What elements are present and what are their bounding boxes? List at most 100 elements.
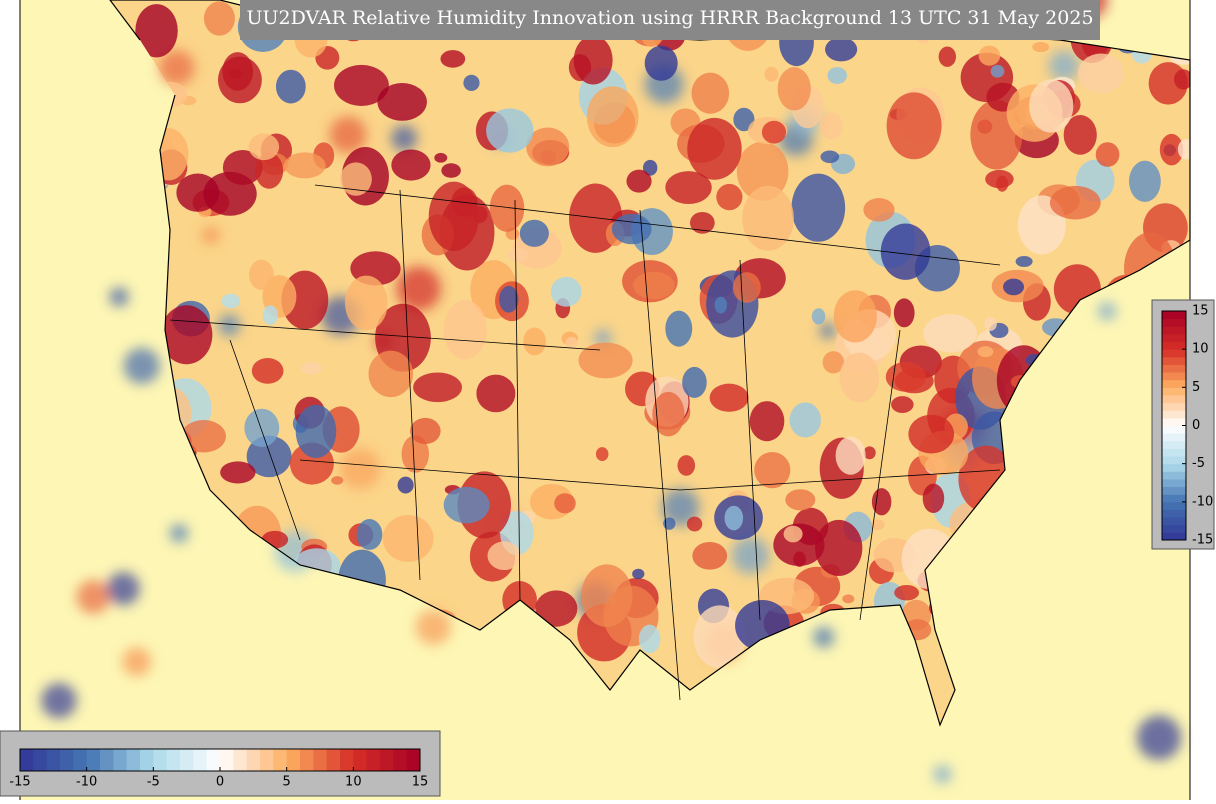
colorbar-step: [1162, 486, 1186, 495]
humidity-patch: [793, 551, 806, 567]
colorbar-tick-label: 0: [216, 775, 224, 790]
humidity-patch: [761, 120, 787, 144]
humidity-patch: [301, 361, 322, 375]
humidity-patch: [996, 175, 1009, 192]
humidity-patch: [176, 173, 220, 212]
humidity-patch: [251, 358, 284, 384]
colorbar-step: [1162, 326, 1186, 335]
colorbar-step: [153, 749, 168, 771]
humidity-patch: [842, 594, 855, 604]
colorbar-step: [1162, 318, 1186, 327]
humidity-patch: [413, 372, 462, 403]
humidity-patch: [633, 271, 675, 300]
colorbar-step: [1162, 433, 1186, 442]
humidity-patch: [523, 327, 546, 356]
colorbar-step: [1162, 517, 1186, 526]
humidity-patch: [1095, 142, 1120, 167]
colorbar-step: [1162, 402, 1186, 411]
humidity-patch: [248, 259, 274, 290]
colorbar-step: [1162, 524, 1186, 533]
state-borders: [169, 184, 1001, 701]
colorbar-step: [1162, 494, 1186, 503]
humidity-patch: [661, 488, 700, 527]
colorbar-step: [300, 749, 314, 771]
humidity-patch: [487, 541, 521, 571]
humidity-patch: [977, 346, 994, 358]
colorbar-step: [1162, 509, 1186, 518]
humidity-patch: [489, 184, 525, 232]
colorbar-step: [246, 749, 261, 771]
humidity-patch: [933, 764, 952, 784]
colorbar-step: [233, 749, 248, 771]
humidity-patch: [535, 590, 578, 627]
humidity-patch: [135, 4, 178, 58]
humidity-patch: [978, 45, 1001, 66]
title: UU2DVAR Relative Humidity Innovation usi…: [246, 7, 1093, 29]
humidity-patch: [203, 1, 235, 36]
humidity-patch: [476, 374, 516, 413]
humidity-patch: [863, 446, 876, 460]
colorbar-step: [393, 749, 408, 771]
colorbar-step: [366, 749, 381, 771]
humidity-patch: [626, 169, 652, 193]
humidity-patch: [682, 366, 707, 398]
humidity-patch: [716, 183, 743, 211]
humidity-patch: [1063, 115, 1097, 155]
humidity-patch: [106, 571, 140, 606]
colorbar-step: [1162, 532, 1186, 541]
humidity-patch: [1177, 139, 1190, 160]
humidity-patch: [463, 74, 480, 91]
colorbar-tick-label: -15: [9, 775, 30, 790]
humidity-patch: [709, 383, 749, 412]
colorbar-step: [1162, 379, 1186, 388]
colorbar-tick-label: -15: [1192, 533, 1213, 548]
humidity-patch: [295, 404, 337, 459]
humidity-patch: [397, 476, 414, 494]
humidity-patch: [415, 609, 452, 645]
humidity-patch: [891, 396, 914, 413]
humidity-patch: [825, 37, 858, 62]
humidity-patch: [611, 213, 652, 245]
humidity-patch: [789, 402, 821, 438]
colorbar-step: [1162, 425, 1186, 434]
humidity-patch: [1159, 133, 1184, 166]
humidity-patch: [382, 514, 434, 562]
humidity-patch: [819, 322, 836, 339]
colorbar-step: [166, 749, 181, 771]
colorbar-step: [1162, 440, 1186, 449]
colorbar-step: [206, 749, 221, 771]
humidity-patch: [687, 117, 742, 180]
humidity-patch: [334, 64, 389, 106]
humidity-patch: [221, 293, 241, 309]
humidity-patch: [833, 290, 877, 343]
humidity-patch: [169, 524, 189, 543]
colorbar-step: [100, 749, 114, 771]
humidity-patch: [41, 682, 77, 719]
humidity-patch: [783, 525, 803, 543]
colorbar-right: 15 10 5 0 -5 -10 -15: [1161, 304, 1213, 548]
humidity-patch: [201, 226, 220, 244]
colorbar-step: [180, 749, 194, 771]
humidity-patch: [499, 285, 519, 313]
humidity-patch: [922, 483, 945, 514]
colorbar-tick-label: -5: [1192, 456, 1205, 471]
humidity-patch: [822, 351, 845, 374]
humidity-patch: [441, 163, 461, 178]
humidity-patch: [644, 45, 678, 81]
humidity-patch: [1136, 715, 1182, 761]
colorbar-step: [1162, 333, 1186, 343]
humidity-patch: [262, 305, 279, 325]
humidity-patch: [632, 568, 645, 580]
humidity-patch: [578, 342, 633, 379]
colorbar-tick-label: 15: [1192, 304, 1209, 319]
humidity-patch: [554, 493, 576, 514]
colorbar-bottom: -15 -10 -5 0 5 10 15: [9, 748, 428, 790]
colorbar-step: [326, 749, 341, 771]
colorbar-step: [113, 749, 128, 771]
humidity-patch: [344, 275, 388, 331]
humidity-patch: [764, 66, 779, 82]
humidity-patch: [886, 92, 942, 160]
humidity-patch: [220, 461, 256, 484]
humidity-patch: [938, 46, 957, 67]
